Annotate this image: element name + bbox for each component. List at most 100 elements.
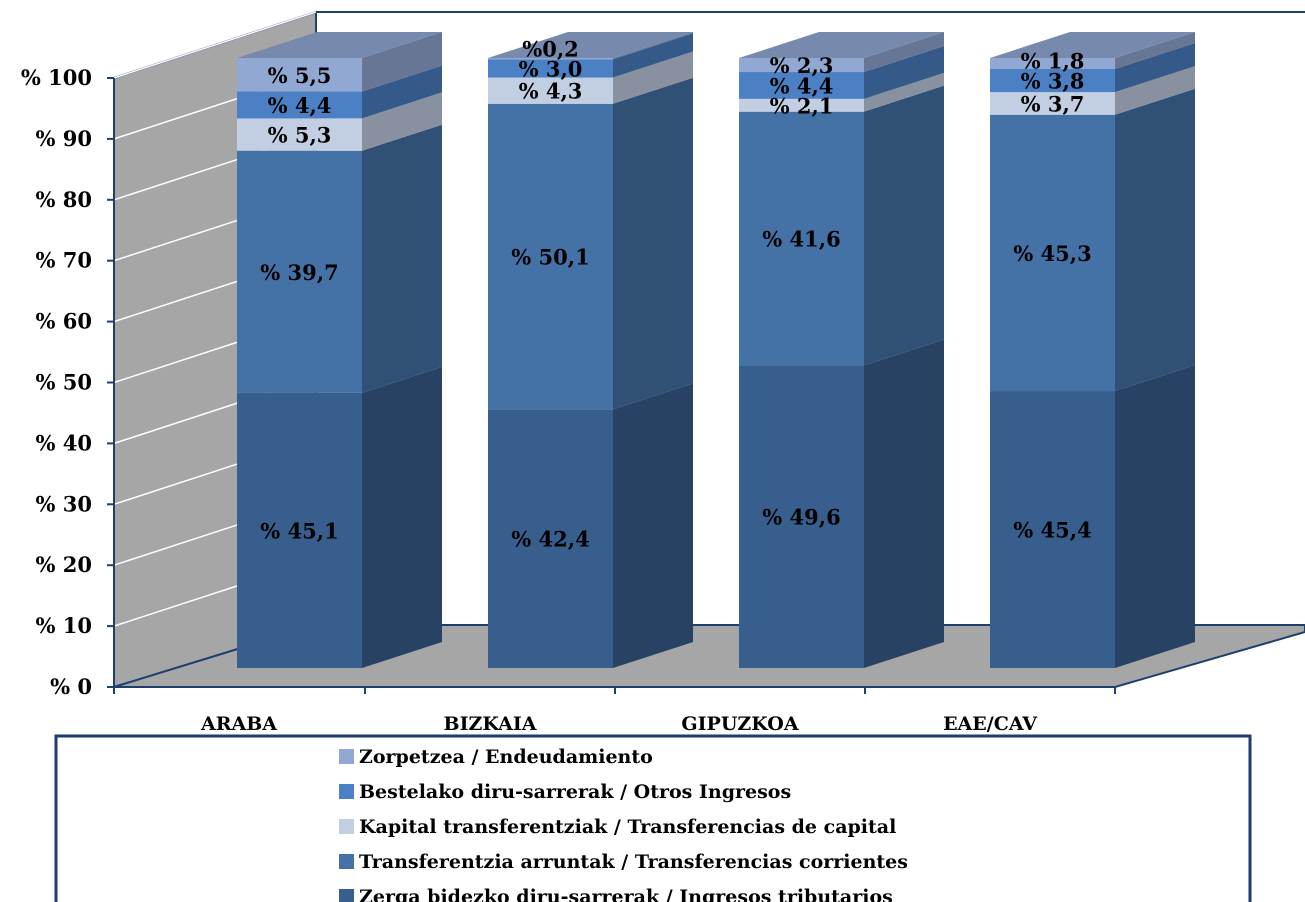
x-tick-label: GIPUZKOA — [681, 713, 798, 735]
data-label: % 2,3 — [770, 53, 834, 78]
bar-top — [488, 32, 693, 58]
bar-segment — [990, 391, 1115, 668]
bar-segment — [237, 58, 362, 92]
data-label: % 3,0 — [519, 56, 583, 81]
bar-stack: % 49,6 % 41,6 % 2,1% 4,4% 2,3 — [739, 32, 944, 668]
data-label: % 5,5 — [268, 63, 332, 88]
bar-segment — [237, 150, 362, 393]
bar-side — [1115, 32, 1195, 69]
bar-stack: % 45,4 % 45,3 % 3,7% 3,8% 1,8 — [990, 32, 1195, 668]
bar-segment — [488, 409, 613, 668]
bar-side — [864, 85, 944, 366]
bar-side — [1115, 66, 1195, 115]
data-label: % 42,4 — [511, 527, 589, 552]
data-label: % 1,8 — [1021, 49, 1085, 74]
legend-swatch — [339, 889, 354, 902]
bar-segment — [739, 98, 864, 112]
bar-side — [864, 339, 944, 668]
legend-label: Zorpetzea / Endeudamiento — [359, 746, 653, 768]
data-label: % 3,8 — [1021, 69, 1085, 94]
data-label: % 41,6 — [762, 227, 840, 252]
bar-side — [613, 77, 693, 410]
bar-side — [1115, 42, 1195, 93]
bar-segment — [237, 118, 362, 151]
legend-entry: Transferentzia arruntak / Transferencias… — [339, 851, 908, 873]
bar-segment — [990, 114, 1115, 392]
bar-segment — [739, 111, 864, 366]
bar-segment — [237, 91, 362, 119]
bar-segment — [488, 77, 613, 104]
legend-label: Kapital transferentziak / Transferencias… — [359, 816, 896, 838]
legend-entry: Zerga bidezko diru-sarrerak / Ingresos t… — [339, 886, 893, 902]
x-tick-label: EAE/CAV — [943, 713, 1038, 735]
data-label: % 4,4 — [268, 93, 332, 118]
y-tick-label: % 10 — [36, 613, 93, 638]
y-tick-label: % 50 — [36, 370, 93, 395]
x-axis-labels: ARABA BIZKAIA GIPUZKOA EAE/CAV — [113, 687, 1116, 735]
bar-side — [1115, 365, 1195, 668]
bar-side — [362, 65, 442, 119]
bar-top — [237, 32, 442, 58]
bar-segment — [488, 59, 613, 78]
legend-label: Bestelako diru-sarrerak / Otros Ingresos — [359, 781, 791, 803]
bar-segment — [739, 72, 864, 99]
data-label: % 2,1 — [770, 93, 834, 118]
data-label: % 49,6 — [762, 505, 840, 530]
bar-stack: % 45,1 % 39,7 % 5,3 % 4,4 % 5,5 — [237, 32, 442, 668]
y-tick-label: % 90 — [36, 126, 93, 151]
bar-side — [1115, 88, 1195, 392]
legend-entry: Zorpetzea / Endeudamiento — [339, 746, 653, 768]
data-label: % 39,7 — [260, 260, 338, 285]
bar-side — [864, 72, 944, 112]
bar-segment — [488, 103, 613, 410]
y-tick-label: % 20 — [36, 552, 93, 577]
bar-side — [613, 32, 693, 60]
bar-segment — [739, 58, 864, 73]
bar-segment — [990, 92, 1115, 115]
bar-segment — [488, 58, 613, 60]
bar-segment — [739, 365, 864, 668]
legend-entry: Bestelako diru-sarrerak / Otros Ingresos — [339, 781, 791, 803]
data-label: % 50,1 — [511, 245, 589, 270]
legend-swatch — [339, 749, 354, 764]
bar-side — [613, 383, 693, 668]
y-tick-label: % 80 — [36, 187, 93, 212]
y-tick-label: % 60 — [36, 309, 93, 334]
bar-segment — [990, 68, 1115, 93]
data-label: % 45,3 — [1013, 241, 1091, 266]
legend-swatch — [339, 854, 354, 869]
y-tick-label: % 0 — [50, 674, 92, 699]
legend-entry: Kapital transferentziak / Transferencias… — [339, 816, 896, 838]
x-tick-label: ARABA — [200, 713, 277, 735]
bar-side — [613, 33, 693, 78]
data-label: % 45,4 — [1013, 518, 1091, 543]
bar-side — [864, 46, 944, 99]
bar-side — [362, 92, 442, 151]
bar-side — [362, 366, 442, 668]
legend-label: Zerga bidezko diru-sarrerak / Ingresos t… — [359, 886, 893, 902]
data-label: % 4,3 — [519, 79, 583, 104]
bar-top — [739, 32, 944, 58]
legend: Zorpetzea / Endeudamiento Bestelako diru-… — [54, 734, 1252, 902]
bar-top — [990, 32, 1195, 58]
bar-side — [864, 32, 944, 73]
bars: % 45,1 % 39,7 % 5,3 % 4,4 % 5,5 % 42,4 % 50,1%… — [237, 32, 1195, 668]
y-tick-label: % 100 — [21, 65, 92, 90]
bar-side — [362, 124, 442, 393]
legend-swatch — [339, 784, 354, 799]
data-label: % 45,1 — [260, 518, 338, 543]
gridline — [113, 11, 317, 79]
y-tick-label: % 30 — [36, 491, 93, 516]
y-tick-label: % 70 — [36, 248, 93, 273]
y-tick-label: % 40 — [36, 430, 93, 455]
x-tick-label: BIZKAIA — [444, 713, 537, 735]
data-label: % 4,4 — [770, 73, 834, 98]
bar-segment — [990, 58, 1115, 69]
data-label: %0,2 — [522, 36, 579, 61]
legend-box — [54, 734, 1252, 902]
bar-stack: % 42,4 % 50,1 % 4,3% 3,0%0,2 — [488, 32, 693, 668]
bar-side — [613, 51, 693, 104]
bar-side — [362, 32, 442, 92]
data-label: % 5,3 — [268, 123, 332, 148]
